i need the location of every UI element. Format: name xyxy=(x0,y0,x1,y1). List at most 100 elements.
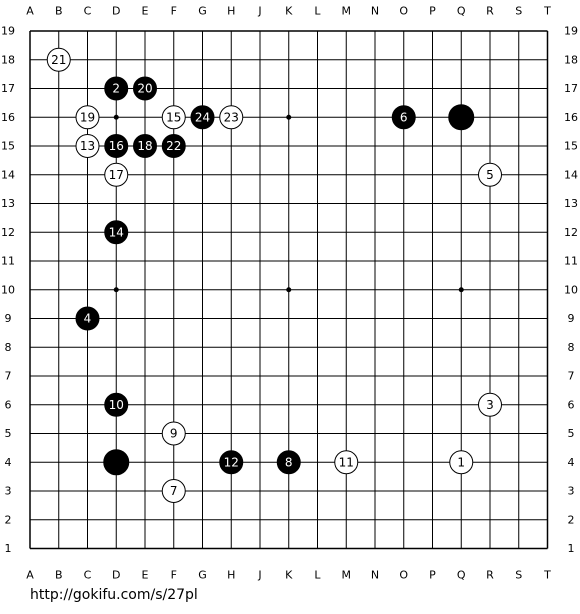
move-number: 13 xyxy=(80,139,95,153)
move-number: 6 xyxy=(400,110,408,124)
column-label: M xyxy=(342,569,352,582)
row-label: 12 xyxy=(1,226,15,239)
column-label: Q xyxy=(457,569,466,582)
column-label: O xyxy=(399,569,408,582)
column-label: R xyxy=(486,5,494,18)
move-number: 5 xyxy=(486,168,494,182)
row-label: 1 xyxy=(5,542,12,555)
move-number: 3 xyxy=(486,398,494,412)
row-label: 6 xyxy=(5,398,12,411)
white-stone xyxy=(161,421,186,446)
row-label: 17 xyxy=(1,82,15,95)
black-stone xyxy=(219,450,244,475)
row-label: 7 xyxy=(5,370,12,383)
column-label: A xyxy=(26,5,34,18)
row-label: 10 xyxy=(1,283,15,296)
row-label: 5 xyxy=(5,427,12,440)
white-stone xyxy=(104,162,129,187)
column-label: S xyxy=(515,569,522,582)
row-label: 9 xyxy=(5,312,12,325)
star-point xyxy=(286,287,292,293)
column-label: E xyxy=(142,5,149,18)
column-label: B xyxy=(55,569,63,582)
column-label: T xyxy=(543,5,551,18)
move-number: 2 xyxy=(112,82,120,96)
column-label: F xyxy=(171,5,177,18)
star-point xyxy=(113,114,119,120)
move-number: 17 xyxy=(109,168,124,182)
move-number: 1 xyxy=(457,455,465,469)
white-stone xyxy=(334,450,359,475)
column-label: N xyxy=(371,569,379,582)
black-stone xyxy=(104,220,129,245)
column-label: S xyxy=(515,5,522,18)
column-label: M xyxy=(342,5,352,18)
move-number: 8 xyxy=(285,455,293,469)
column-label: P xyxy=(429,569,436,582)
row-label: 2 xyxy=(5,513,12,526)
black-stone xyxy=(133,134,157,158)
row-label: 4 xyxy=(568,456,575,469)
move-number: 21 xyxy=(51,53,66,67)
column-label: L xyxy=(314,569,321,582)
column-label: J xyxy=(257,569,261,582)
move-number: 11 xyxy=(339,455,354,469)
column-label: D xyxy=(112,5,120,18)
row-label: 4 xyxy=(5,456,12,469)
white-stone xyxy=(161,105,186,130)
column-label: P xyxy=(429,5,436,18)
move-number: 7 xyxy=(170,484,178,498)
white-stone xyxy=(46,47,71,72)
black-stone xyxy=(104,392,129,417)
move-number: 10 xyxy=(109,398,124,412)
row-label: 6 xyxy=(568,398,575,411)
column-label: N xyxy=(371,5,379,18)
column-label: D xyxy=(112,569,120,582)
black-stone xyxy=(75,306,100,331)
column-label: K xyxy=(285,5,293,18)
move-number: 23 xyxy=(224,110,239,124)
row-label: 18 xyxy=(1,53,15,66)
column-label: L xyxy=(314,5,321,18)
row-label: 9 xyxy=(568,312,575,325)
row-label: 17 xyxy=(564,82,578,95)
row-label: 3 xyxy=(5,485,12,498)
row-label: 8 xyxy=(568,341,575,354)
move-number: 18 xyxy=(137,139,152,153)
column-label: T xyxy=(543,569,551,582)
move-number: 14 xyxy=(109,225,124,239)
row-label: 10 xyxy=(564,283,578,296)
row-label: 13 xyxy=(564,197,578,210)
row-label: 12 xyxy=(564,226,578,239)
move-number: 16 xyxy=(109,139,124,153)
column-label: H xyxy=(227,5,235,18)
row-label: 5 xyxy=(568,427,575,440)
move-number: 9 xyxy=(170,427,178,441)
row-label: 8 xyxy=(5,341,12,354)
black-stone xyxy=(133,76,157,101)
row-label: 14 xyxy=(1,168,15,181)
row-label: 19 xyxy=(564,25,578,38)
black-stone xyxy=(391,105,416,130)
black-stone xyxy=(448,104,475,131)
star-point xyxy=(113,287,119,293)
column-label: G xyxy=(198,5,207,18)
white-stone xyxy=(75,105,100,130)
column-label: O xyxy=(399,5,408,18)
column-label: C xyxy=(84,569,92,582)
column-label: R xyxy=(486,569,494,582)
move-number: 15 xyxy=(166,110,181,124)
white-stone xyxy=(478,162,502,187)
column-label: C xyxy=(84,5,92,18)
column-label: B xyxy=(55,5,63,18)
black-stone xyxy=(161,134,186,158)
row-label: 14 xyxy=(564,168,578,181)
row-label: 15 xyxy=(564,140,578,153)
column-label: E xyxy=(142,569,149,582)
row-label: 1 xyxy=(568,542,575,555)
move-number: 22 xyxy=(166,139,181,153)
column-label: F xyxy=(171,569,177,582)
row-label: 19 xyxy=(1,25,15,38)
